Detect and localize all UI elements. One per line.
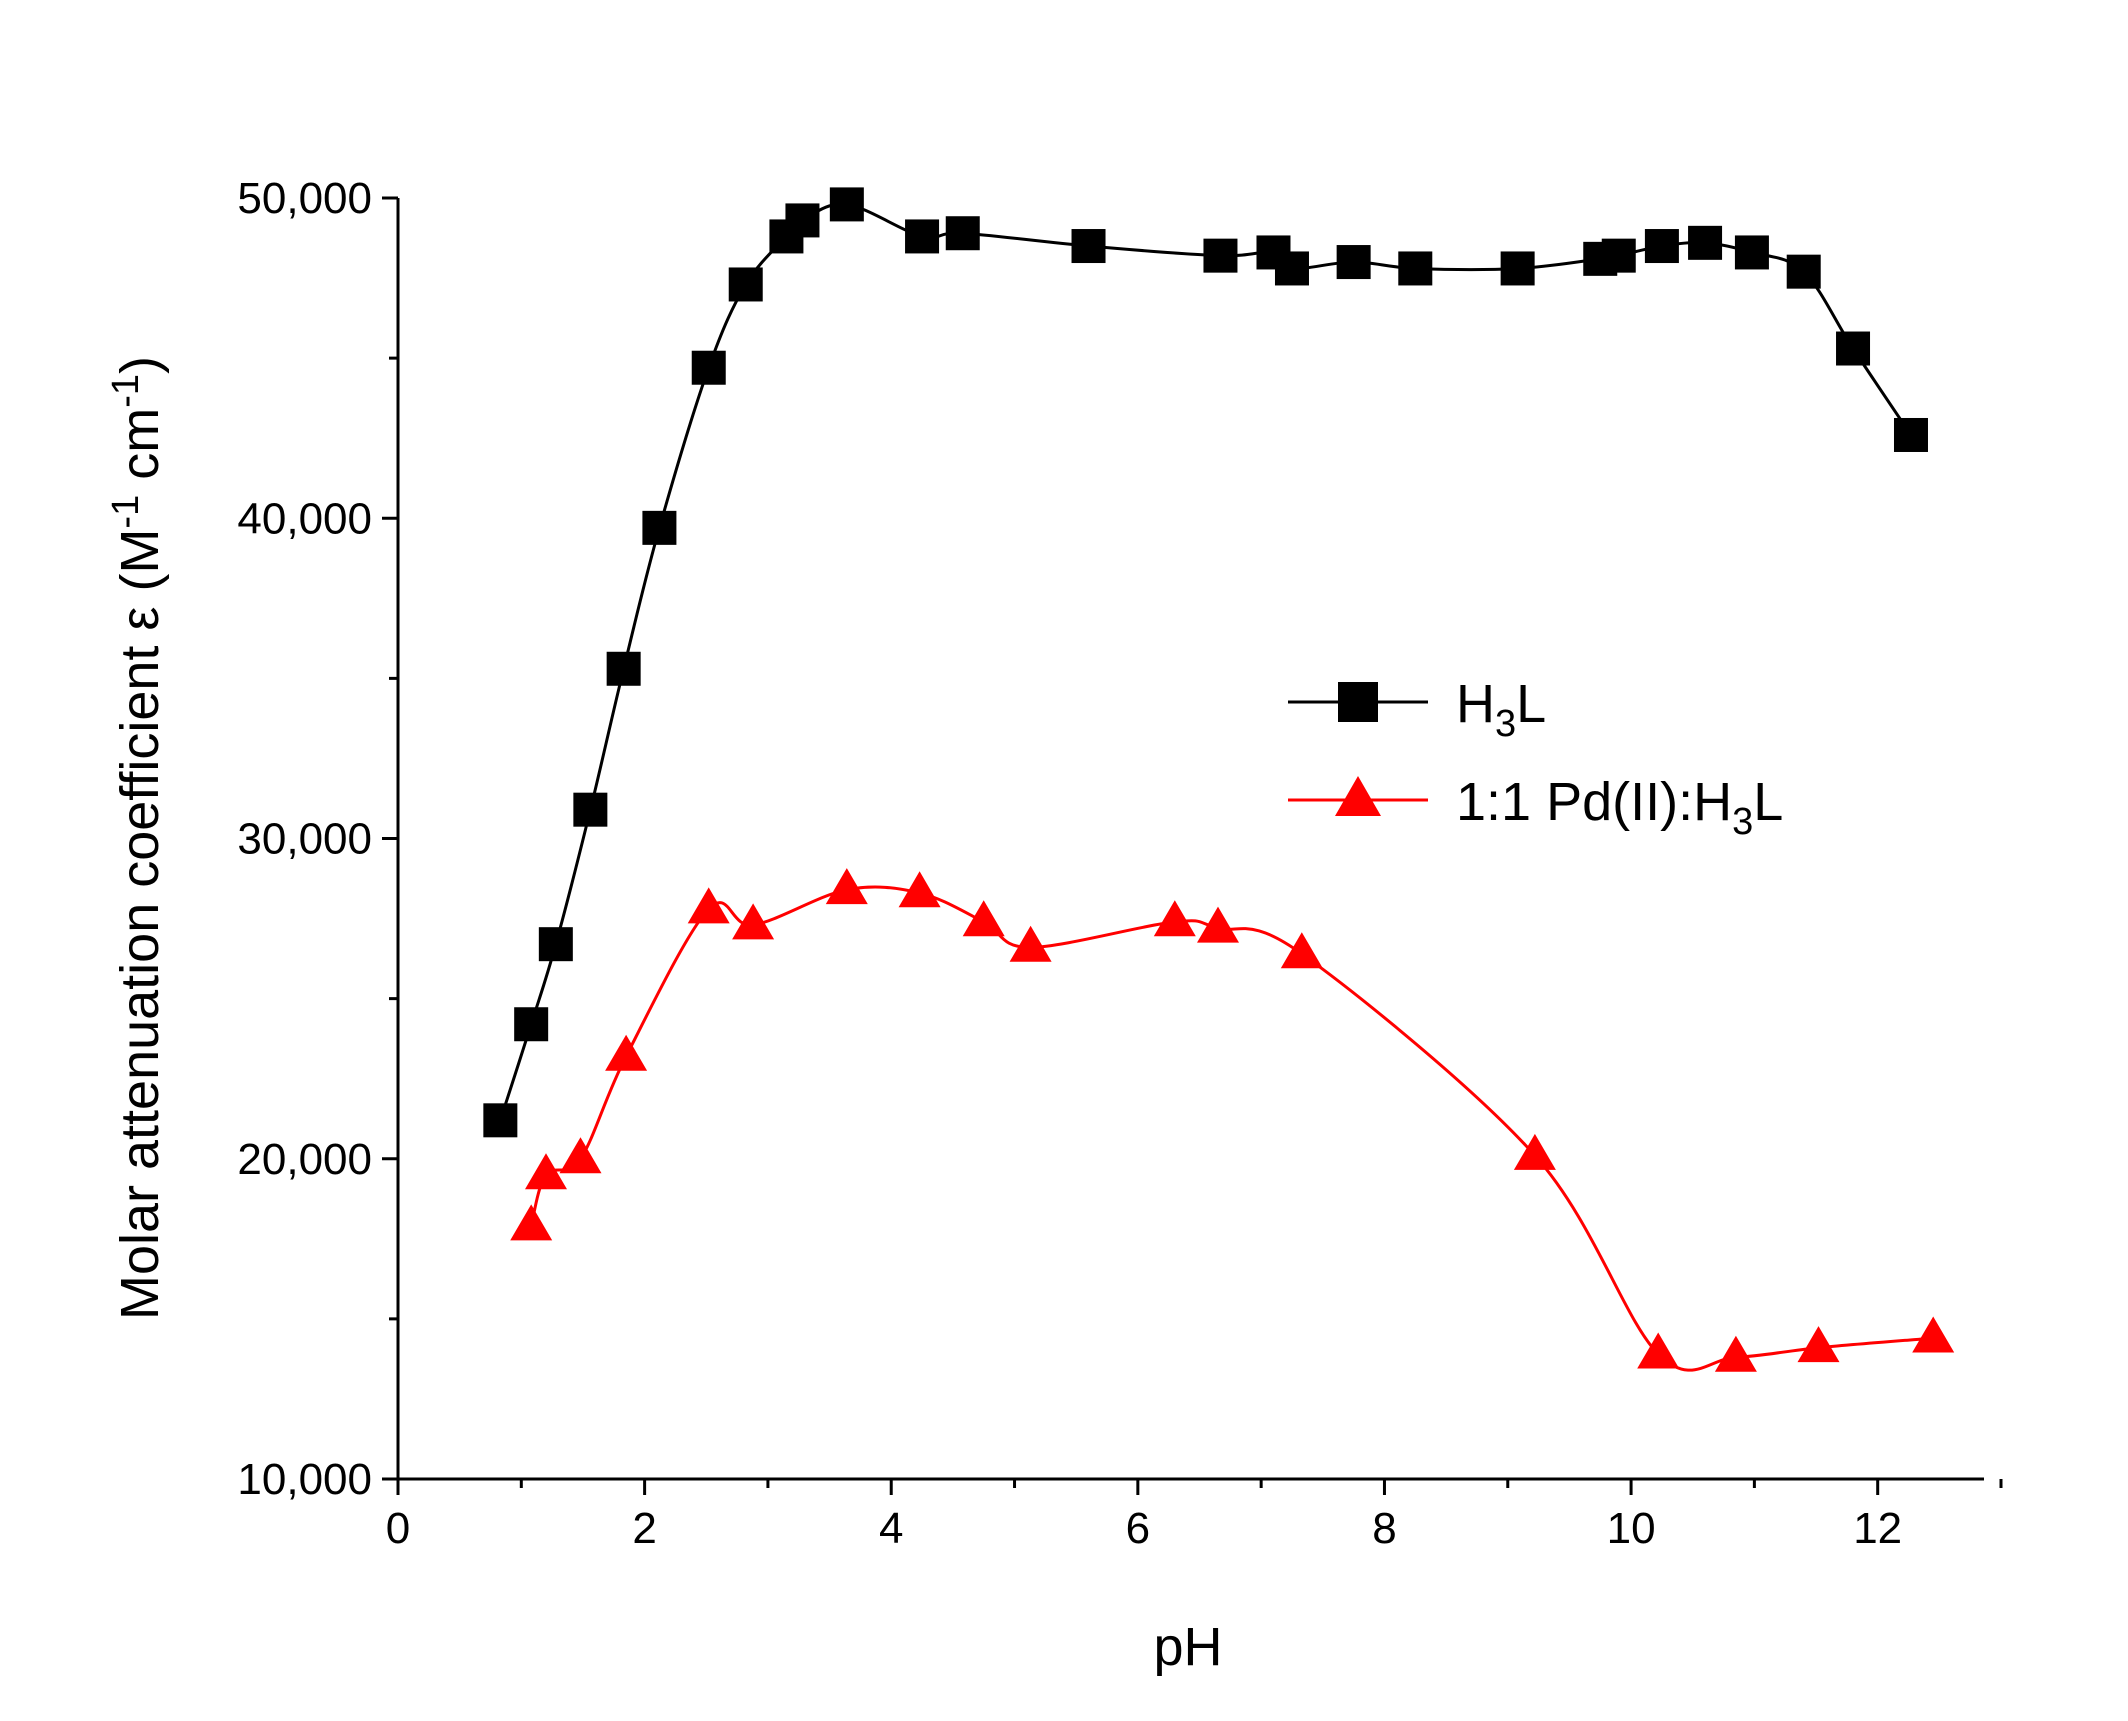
- data-point-square: [1644, 229, 1679, 264]
- legend-label-h3l: H3L: [1456, 674, 1546, 745]
- y-axis-title-sup1: -1: [105, 495, 147, 529]
- data-point-triangle: [825, 868, 868, 905]
- data-point-triangle: [1637, 1332, 1680, 1369]
- data-point-square: [1071, 229, 1106, 264]
- data-point-square: [642, 510, 677, 545]
- data-point-triangle: [1513, 1133, 1556, 1170]
- x-tick-label: 12: [1853, 1504, 1902, 1553]
- data-point-triangle: [732, 903, 775, 940]
- data-point-triangle: [1153, 900, 1196, 937]
- y-tick-label: 10,000: [237, 1455, 372, 1504]
- data-point-square: [785, 203, 820, 238]
- data-point-square: [1836, 331, 1871, 366]
- legend: H3L 1:1 Pd(II):H3L: [1288, 674, 1783, 843]
- data-point-square: [483, 1103, 518, 1138]
- legend-marker-pd: [1335, 776, 1381, 816]
- y-tick-label: 50,000: [237, 174, 372, 223]
- legend-marker-h3l: [1338, 682, 1378, 722]
- y-axis-title-main: Molar attenuation coefficient ε (M: [110, 529, 170, 1320]
- data-point-triangle: [510, 1204, 553, 1241]
- legend-label-pd: 1:1 Pd(II):H3L: [1456, 772, 1783, 843]
- x-tick-label: 4: [879, 1504, 903, 1553]
- data-point-square: [829, 187, 864, 222]
- data-point-square: [905, 219, 940, 254]
- data-point-square: [728, 267, 763, 302]
- x-tick-label: 6: [1126, 1504, 1150, 1553]
- y-tick-label: 20,000: [237, 1135, 372, 1184]
- x-tick-label: 0: [386, 1504, 410, 1553]
- data-point-square: [945, 216, 980, 251]
- y-axis-title-sup2: -1: [105, 374, 147, 408]
- data-point-square: [1500, 251, 1535, 286]
- data-point-triangle: [898, 871, 941, 908]
- data-point-square: [1893, 417, 1928, 452]
- data-point-square: [691, 350, 726, 385]
- y-tick-label: 40,000: [237, 494, 372, 543]
- data-point-triangle: [1912, 1316, 1955, 1353]
- series-line-1: [529, 885, 1934, 1372]
- y-axis-title-mid: cm: [110, 408, 170, 495]
- data-point-square: [1203, 238, 1238, 273]
- y-tick-label: 30,000: [237, 815, 372, 864]
- x-axis-title: pH: [1153, 1617, 1222, 1677]
- data-point-triangle: [1280, 932, 1323, 969]
- data-point-triangle: [1797, 1326, 1840, 1363]
- data-point-triangle: [1714, 1335, 1757, 1372]
- x-tick-label: 10: [1607, 1504, 1656, 1553]
- data-point-triangle: [687, 887, 730, 924]
- data-point-triangle: [559, 1137, 602, 1174]
- y-axis-title: Molar attenuation coefficient ε (M-1 cm-…: [105, 356, 170, 1320]
- markers: [483, 187, 1955, 1372]
- x-tick-label: 8: [1372, 1504, 1396, 1553]
- x-tick-label: 2: [632, 1504, 656, 1553]
- data-point-square: [538, 927, 573, 962]
- data-point-square: [1274, 251, 1309, 286]
- data-point-square: [1601, 238, 1636, 273]
- data-point-triangle: [1197, 906, 1239, 943]
- data-point-triangle: [1009, 925, 1052, 962]
- data-point-square: [1734, 235, 1769, 270]
- data-point-square: [1786, 254, 1821, 289]
- y-axis-title-end: ): [110, 356, 170, 374]
- data-point-square: [606, 651, 641, 686]
- series-line-0: [498, 202, 1913, 1121]
- data-point-square: [573, 792, 608, 827]
- data-point-square: [1336, 245, 1371, 280]
- data-point-triangle: [525, 1153, 567, 1190]
- ticks: 0 2 4 6 8 10 12 10,000 20,000 30,000 40,000 50,000: [237, 174, 2003, 1553]
- data-point-triangle: [962, 900, 1005, 937]
- data-point-square: [1398, 251, 1433, 286]
- data-point-square: [1688, 225, 1723, 260]
- data-point-square: [514, 1007, 549, 1042]
- data-point-triangle: [605, 1034, 648, 1071]
